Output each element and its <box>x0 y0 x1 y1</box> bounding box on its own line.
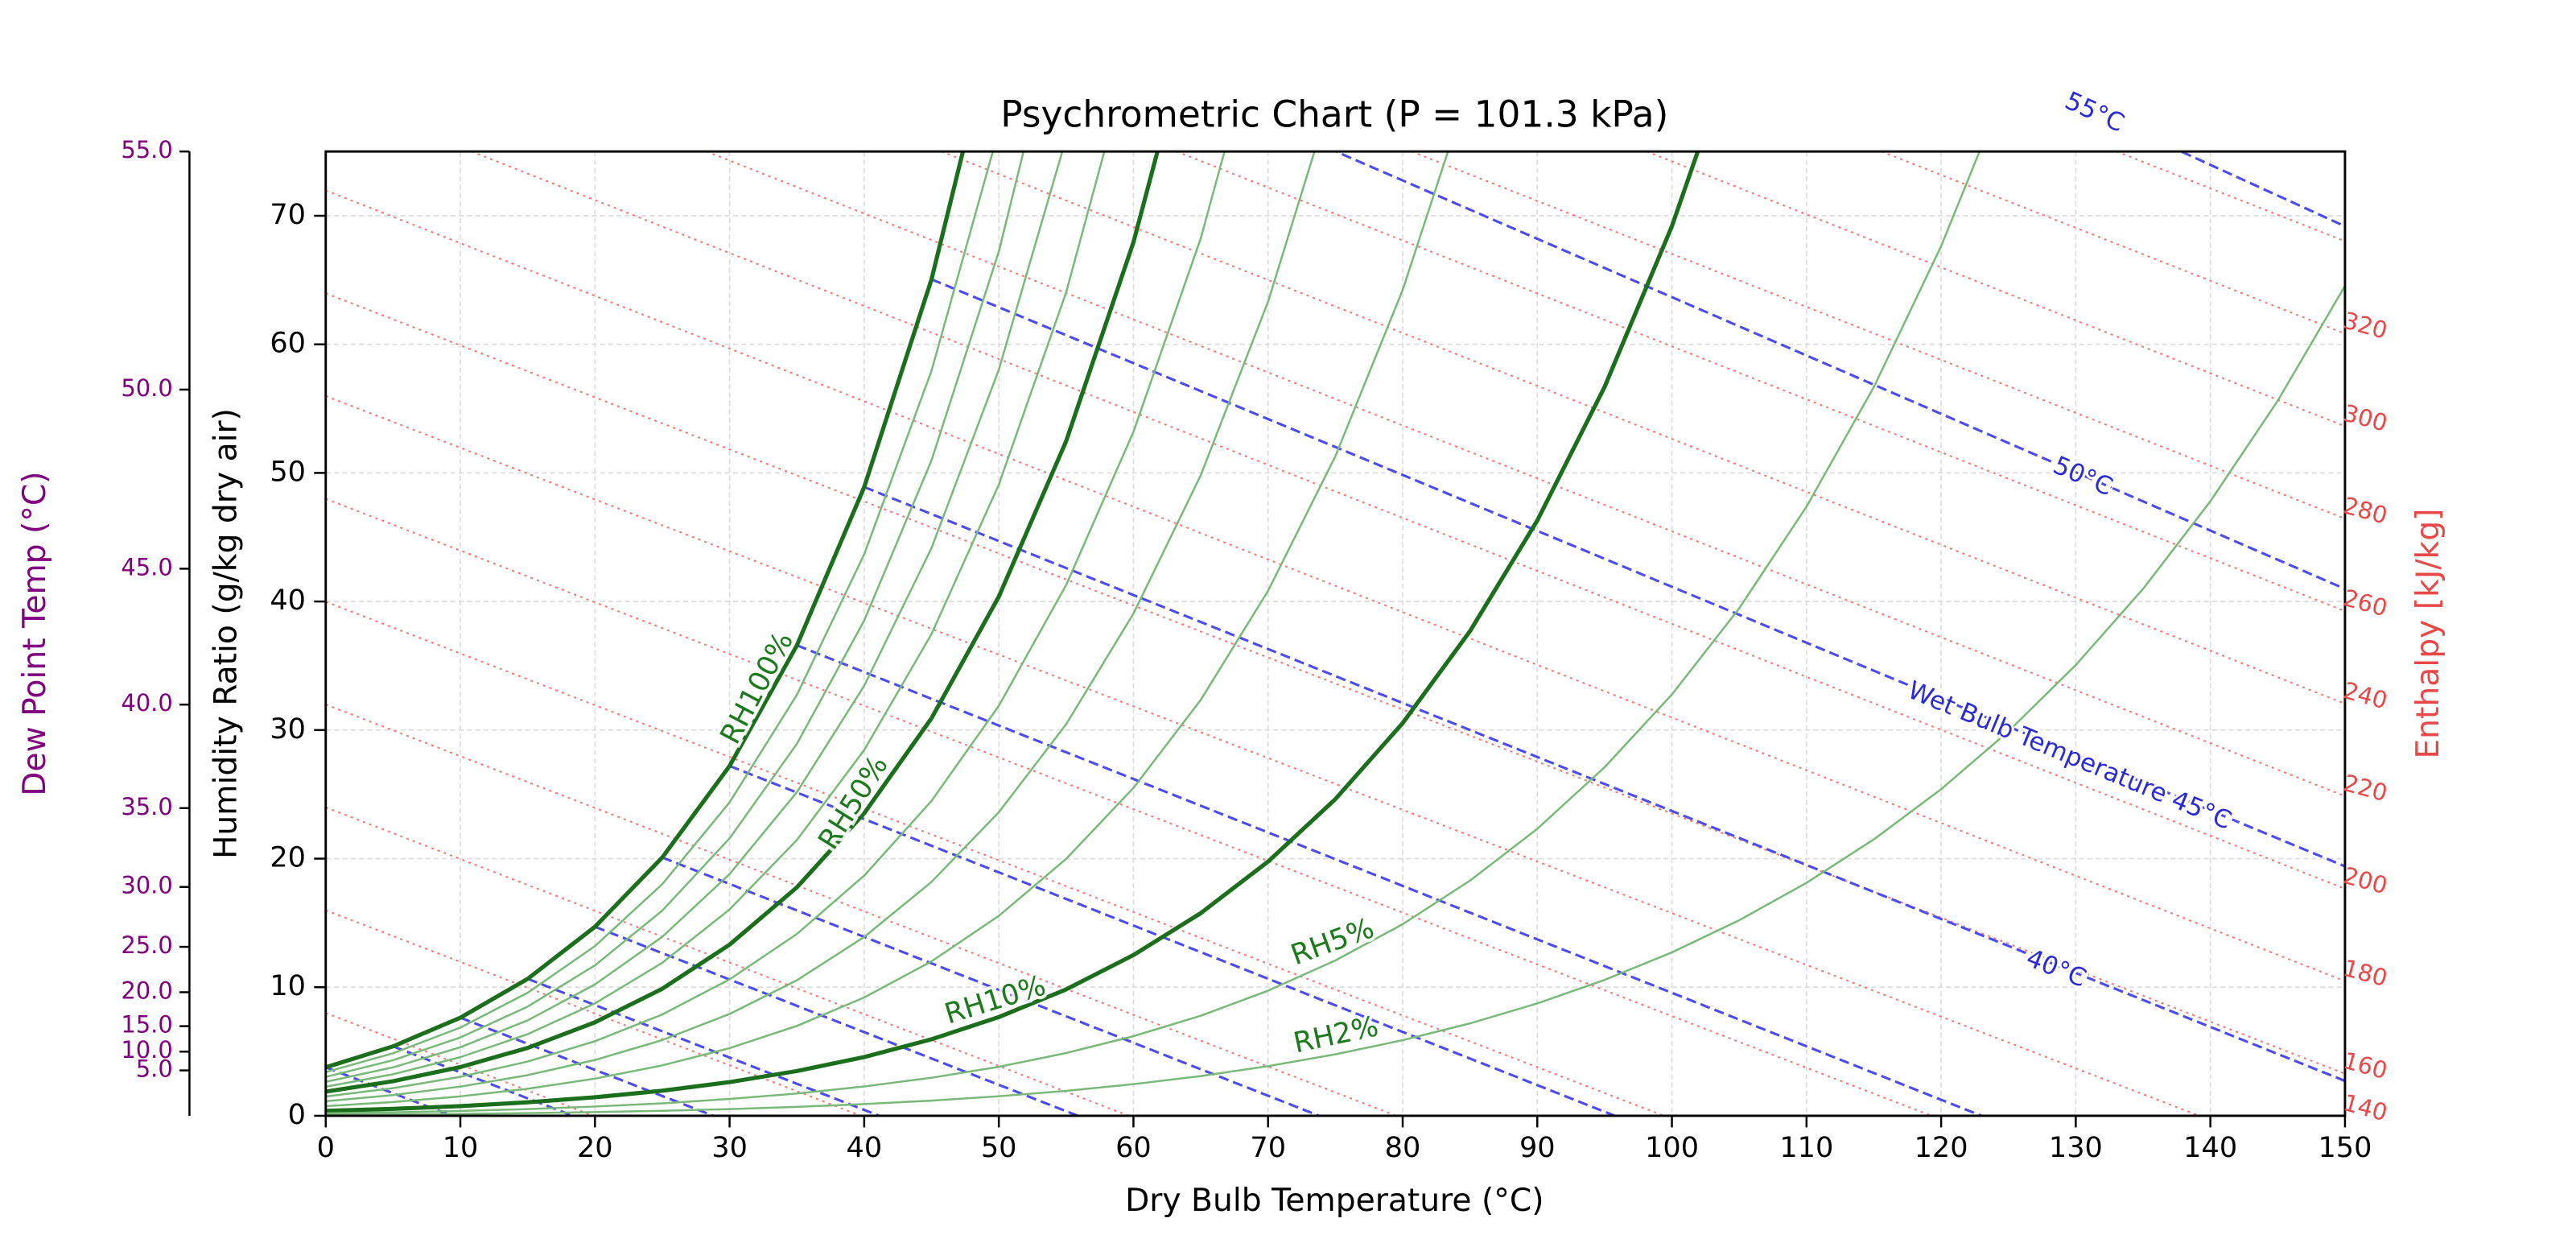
x-tick-label: 90 <box>1519 1131 1556 1164</box>
wet-bulb-line <box>729 764 1616 1116</box>
wet-bulb-line <box>796 644 1982 1116</box>
wet-bulb-line <box>1333 151 2345 590</box>
enthalpy-line <box>2116 151 2345 242</box>
enthalpy-label: 320 <box>2340 307 2390 345</box>
enthalpy-line <box>325 394 2200 1116</box>
enthalpy-label: 180 <box>2340 954 2390 992</box>
rh-curve <box>325 151 1449 1108</box>
wet-bulb-label: 40°C <box>2022 944 2090 993</box>
enthalpy-line <box>1411 151 2345 520</box>
x-axis-label: Dry Bulb Temperature (°C) <box>1125 1183 1544 1219</box>
chart-title: Psychrometric Chart (P = 101.3 kPa) <box>1000 93 1668 135</box>
y-tick-label: 10 <box>270 969 306 1002</box>
rh-curve <box>325 151 1025 1078</box>
enthalpy-line <box>325 189 2345 982</box>
wet-bulb-line <box>662 856 1320 1116</box>
wet-bulb-line <box>527 977 880 1116</box>
enthalpy-line <box>706 151 2345 797</box>
dew-point-tick-label: 50.0 <box>121 374 172 402</box>
wet-bulb-line <box>460 1016 714 1116</box>
enthalpy-label: 260 <box>2340 584 2390 622</box>
dew-point-tick-label: 35.0 <box>121 793 172 820</box>
dew-point-tick-label: 20.0 <box>121 977 172 1004</box>
rh-curve <box>325 151 1160 1094</box>
x-tick-label: 10 <box>443 1131 479 1164</box>
x-tick-label: 70 <box>1250 1131 1286 1164</box>
enthalpy-label: 160 <box>2340 1047 2390 1084</box>
enthalpy-line <box>941 151 2345 705</box>
x-tick-label: 140 <box>2183 1131 2237 1164</box>
wet-bulb-label: 50°C <box>2049 451 2117 502</box>
enthalpy-line <box>325 1012 594 1116</box>
wet-bulb-label: 55°C <box>2060 86 2129 138</box>
wet-bulb-label: Wet Bulb Temperature 45°C <box>1904 675 2236 835</box>
x-tick-label: 40 <box>847 1131 883 1164</box>
x-tick-label: 60 <box>1115 1131 1152 1164</box>
x-tick-label: 0 <box>317 1131 335 1164</box>
dew-point-tick-label: 10.0 <box>121 1036 172 1063</box>
enthalpy-label: 200 <box>2340 861 2390 899</box>
wet-bulb-line <box>930 278 2345 868</box>
enthalpy-label: 240 <box>2340 676 2390 714</box>
enthalpy-line <box>325 292 2345 1075</box>
rh-label: RH2% <box>1291 1010 1382 1059</box>
x-tick-label: 30 <box>711 1131 748 1164</box>
rh-curve <box>325 151 1316 1103</box>
y-tick-label: 70 <box>270 198 306 231</box>
dew-point-tick-label: 40.0 <box>121 689 172 717</box>
enthalpy-line <box>1646 151 2345 427</box>
enthalpy-axis-label: Enthalpy [kJ/kg] <box>2410 509 2446 759</box>
dew-point-tick-label: 25.0 <box>121 931 172 959</box>
dew-point-tick-label: 15.0 <box>121 1011 172 1039</box>
rh-curve <box>325 151 1106 1088</box>
rh-label: RH10% <box>941 969 1049 1031</box>
dew-point-tick-label: 30.0 <box>121 872 172 899</box>
x-tick-label: 130 <box>2049 1131 2103 1164</box>
x-tick-label: 80 <box>1385 1131 1421 1164</box>
plot-frame <box>324 150 2347 1117</box>
dew-point-tick-label: 5.0 <box>136 1055 173 1083</box>
rh-curve <box>325 151 966 1070</box>
y-tick-label: 60 <box>270 327 306 360</box>
rh-label: RH100% <box>714 626 800 750</box>
dew-point-tick-label: 45.0 <box>121 553 172 580</box>
x-tick-label: 110 <box>1779 1131 1833 1164</box>
x-tick-label: 20 <box>577 1131 613 1164</box>
enthalpy-line <box>471 151 2345 890</box>
enthalpy-label: 140 <box>2340 1088 2390 1126</box>
enthalpy-line <box>325 909 862 1116</box>
y-tick-label: 40 <box>270 584 306 617</box>
y-tick-label: 20 <box>270 841 306 874</box>
x-tick-label: 120 <box>1914 1131 1968 1164</box>
enthalpy-label: 300 <box>2340 399 2390 437</box>
rh-curve <box>325 151 1700 1113</box>
y-tick-label: 0 <box>288 1098 306 1131</box>
y-tick-label: 50 <box>270 455 306 488</box>
rh-curve <box>325 285 2345 1116</box>
y-axis-label: Humidity Ratio (g/kg dry air) <box>208 408 244 859</box>
rh-curve <box>325 151 1064 1083</box>
enthalpy-line <box>1176 151 2345 613</box>
enthalpy-label: 220 <box>2340 769 2390 807</box>
dew-point-tick-label: 55.0 <box>121 136 172 163</box>
enthalpy-label: 280 <box>2340 492 2390 530</box>
curves <box>325 151 2345 1116</box>
rh-curve <box>325 151 995 1073</box>
enthalpy-line <box>325 704 1397 1116</box>
labels: 0 10 20 30 40 50 60 70 80 90 100 110 120 130 140 150 0 10… <box>121 84 2390 1164</box>
dew-point-axis-label: Dew Point Temp (°C) <box>17 471 53 795</box>
x-tick-label: 100 <box>1645 1131 1699 1164</box>
rh-curve <box>325 151 1981 1115</box>
x-tick-label: 50 <box>981 1131 1017 1164</box>
enthalpy-line <box>1881 151 2345 335</box>
y-tick-label: 30 <box>270 712 306 745</box>
wet-bulb-line <box>863 485 2345 1083</box>
rh-curve <box>325 151 1226 1098</box>
x-tick-label: 150 <box>2318 1131 2372 1164</box>
wet-bulb-line <box>594 925 1078 1116</box>
enthalpy-line <box>325 498 1932 1116</box>
